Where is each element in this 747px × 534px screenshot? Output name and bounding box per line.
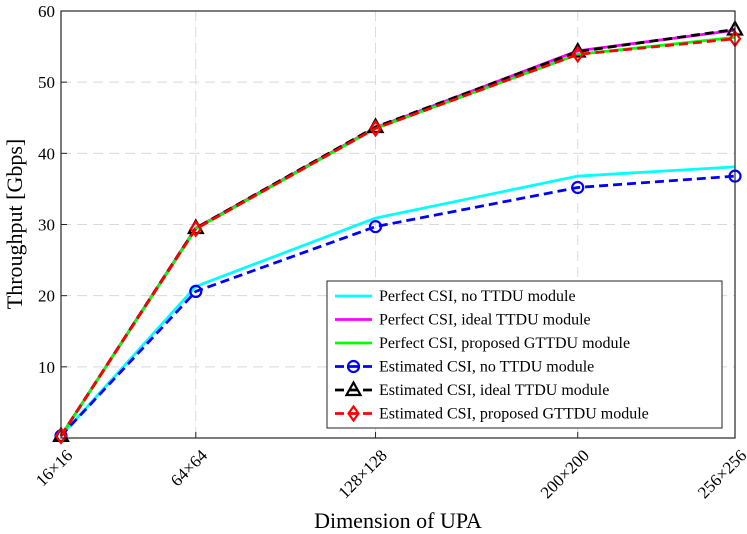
legend-box <box>326 280 723 429</box>
legend-item: Perfect CSI, no TTDU module <box>335 288 576 305</box>
diamond-marker <box>189 219 203 238</box>
triangle-marker <box>344 380 363 397</box>
legend-label: Estimated CSI, proposed GTTDU module <box>379 406 649 423</box>
series-line <box>59 174 736 437</box>
y-tick-label: 20 <box>38 287 55 306</box>
legend: Perfect CSI, no TTDU module Perfect CSI, … <box>326 280 723 429</box>
legend-label: Estimated CSI, no TTDU module <box>379 359 594 376</box>
legend-label: Estimated CSI, ideal TTDU module <box>379 382 609 399</box>
diamond-marker <box>571 45 585 64</box>
y-tick-label: 60 <box>38 2 55 21</box>
circle-marker <box>368 220 383 234</box>
series-layer <box>52 19 744 445</box>
triangle-marker <box>568 41 587 58</box>
legend-item: Perfect CSI, ideal TTDU module <box>335 312 591 329</box>
circle-marker <box>346 359 361 374</box>
x-axis-title: Dimension of UPA <box>314 508 482 533</box>
diamond-marker <box>54 426 68 445</box>
circle-marker <box>189 284 203 298</box>
y-tick-label: 40 <box>38 144 55 163</box>
legend-label: Perfect CSI, proposed GTTDU module <box>379 335 630 352</box>
series-group <box>54 29 742 445</box>
y-tick-label: 10 <box>38 358 55 377</box>
circle-marker <box>571 180 585 195</box>
diamond-marker <box>347 404 360 423</box>
legend-item: Estimated CSI, no TTDU module <box>335 359 594 376</box>
y-tick-label: 30 <box>38 216 55 235</box>
diamond-marker <box>369 119 382 138</box>
legend-label: Perfect CSI, no TTDU module <box>379 288 576 305</box>
series-line <box>59 37 736 437</box>
legend-item: Perfect CSI, proposed GTTDU module <box>335 335 630 352</box>
series-line <box>59 165 736 437</box>
legend-label: Perfect CSI, ideal TTDU module <box>379 312 591 329</box>
y-axis-title: Throughput [Gbps] <box>2 139 27 309</box>
legend-item: Estimated CSI, proposed GTTDU module <box>335 404 649 423</box>
legend-item: Estimated CSI, ideal TTDU module <box>335 380 609 399</box>
series-group <box>59 165 736 437</box>
y-tick-label: 50 <box>38 73 55 92</box>
